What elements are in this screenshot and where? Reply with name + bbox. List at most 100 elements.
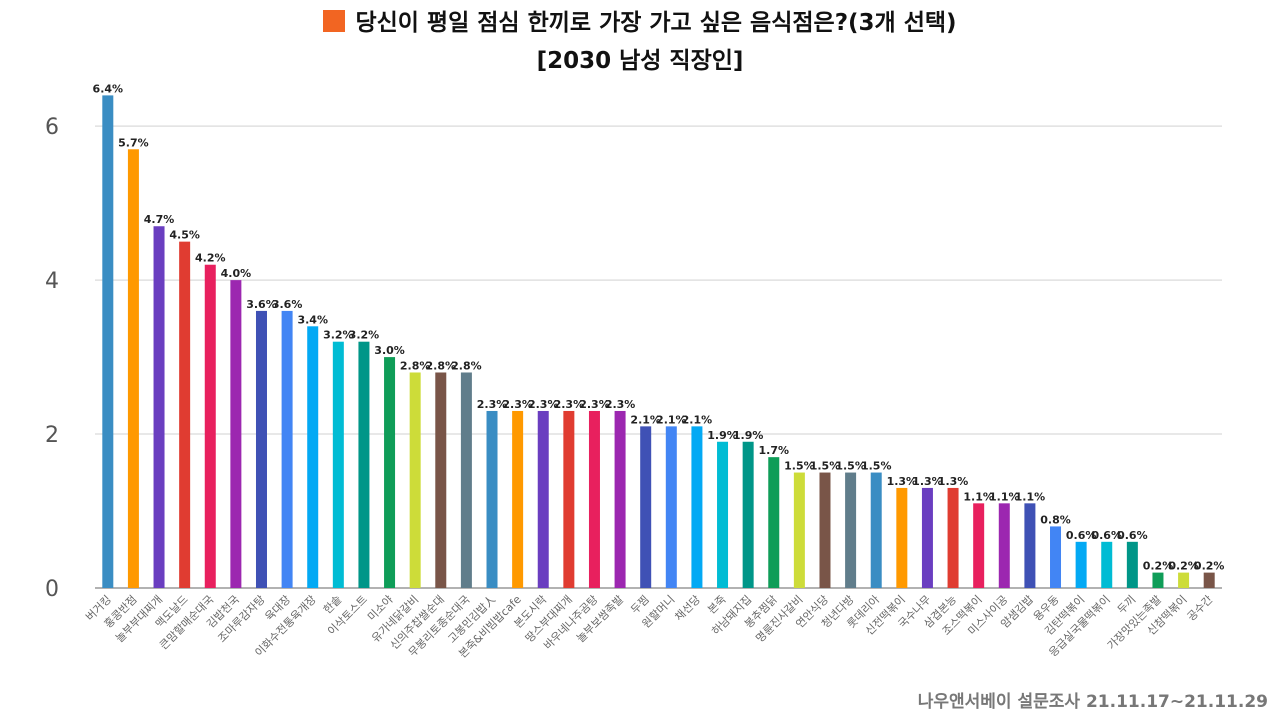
- y-tick-label: 6: [45, 115, 59, 140]
- data-label: 2.3%: [554, 398, 585, 411]
- data-label: 0.6%: [1091, 529, 1122, 542]
- data-label: 1.5%: [784, 460, 815, 473]
- data-label: 2.3%: [528, 398, 559, 411]
- data-label: 0.6%: [1066, 529, 1097, 542]
- bar: [307, 326, 319, 588]
- data-label: 2.1%: [682, 413, 713, 426]
- bar: [537, 410, 549, 588]
- data-label: 0.2%: [1194, 560, 1225, 573]
- bar: [409, 372, 421, 588]
- bar: [588, 410, 600, 588]
- bar: [870, 472, 882, 588]
- data-label: 1.1%: [989, 490, 1020, 503]
- x-tick-label: 채선당: [672, 593, 703, 624]
- data-label: 1.9%: [733, 429, 764, 442]
- data-label: 2.8%: [451, 359, 482, 372]
- bar: [460, 372, 472, 588]
- bar: [819, 472, 831, 588]
- chart-header: 당신이 평일 점심 한끼로 가장 가고 싶은 음식점은?(3개 선택) [203…: [0, 6, 1280, 78]
- data-label: 2.3%: [502, 398, 533, 411]
- data-label: 2.8%: [426, 359, 457, 372]
- data-label: 2.3%: [477, 398, 508, 411]
- bar: [435, 372, 447, 588]
- y-tick-label: 2: [45, 423, 59, 448]
- data-label: 5.7%: [118, 136, 149, 149]
- chart-title: 당신이 평일 점심 한끼로 가장 가고 싶은 음식점은?(3개 선택): [355, 10, 957, 36]
- data-label: 2.1%: [656, 413, 687, 426]
- data-label: 1.5%: [835, 460, 866, 473]
- bar: [1152, 572, 1164, 588]
- data-label: 1.7%: [759, 444, 790, 457]
- data-label: 1.1%: [1015, 490, 1046, 503]
- bar: [486, 410, 498, 588]
- bar: [614, 410, 626, 588]
- bar: [1075, 541, 1087, 588]
- bar: [742, 441, 754, 588]
- data-label: 0.2%: [1168, 560, 1199, 573]
- data-label: 4.5%: [169, 229, 200, 242]
- data-label: 6.4%: [93, 82, 124, 95]
- bar: [281, 310, 293, 588]
- x-tick-label: 공수간: [1185, 593, 1216, 624]
- bar: [127, 149, 139, 589]
- data-label: 1.3%: [887, 475, 918, 488]
- chart-title-row: 당신이 평일 점심 한끼로 가장 가고 싶은 음식점은?(3개 선택): [0, 6, 1280, 40]
- bar: [1178, 572, 1190, 588]
- y-tick-label: 0: [45, 577, 59, 602]
- bar: [717, 441, 729, 588]
- data-label: 4.2%: [195, 252, 226, 265]
- bar: [204, 264, 216, 588]
- data-label: 0.8%: [1040, 513, 1071, 526]
- bar: [845, 472, 857, 588]
- data-label: 3.0%: [374, 344, 405, 357]
- data-label: 2.8%: [400, 359, 431, 372]
- data-label: 0.6%: [1117, 529, 1148, 542]
- bar: [921, 487, 933, 588]
- bar: [230, 280, 242, 588]
- data-label: 4.7%: [144, 213, 175, 226]
- bar: [640, 426, 652, 588]
- data-label: 1.9%: [707, 429, 738, 442]
- y-tick-label: 4: [45, 269, 59, 294]
- data-label: 2.3%: [579, 398, 610, 411]
- bar: [896, 487, 908, 588]
- bar: [153, 226, 165, 588]
- bar: [332, 341, 344, 588]
- bar: [1024, 503, 1036, 588]
- data-label: 3.4%: [297, 313, 328, 326]
- data-label: 3.6%: [246, 298, 277, 311]
- bar: [384, 357, 396, 588]
- bar: [665, 426, 677, 588]
- data-label: 1.5%: [861, 460, 892, 473]
- data-label: 3.6%: [272, 298, 303, 311]
- bar: [973, 503, 985, 588]
- data-label: 1.5%: [810, 460, 841, 473]
- data-label: 1.3%: [912, 475, 943, 488]
- bar: [563, 410, 575, 588]
- data-label: 1.3%: [938, 475, 969, 488]
- data-label: 1.1%: [963, 490, 994, 503]
- bar: [1203, 572, 1215, 588]
- data-label: 4.0%: [221, 267, 252, 280]
- source-note: 나우앤서베이 설문조사 21.11.17~21.11.29: [917, 692, 1268, 712]
- bar: [768, 457, 780, 588]
- bar: [102, 95, 114, 589]
- bar: [358, 341, 370, 588]
- bar: [947, 487, 959, 588]
- data-label: 2.1%: [630, 413, 661, 426]
- bar: [998, 503, 1010, 588]
- bar: [1101, 541, 1113, 588]
- bar: [691, 426, 703, 588]
- chart-subtitle: [2030 남성 직장인]: [536, 48, 744, 74]
- data-label: 0.2%: [1143, 560, 1174, 573]
- bar: [1126, 541, 1138, 588]
- title-square-icon: [323, 10, 346, 32]
- bar: [255, 310, 267, 588]
- data-label: 3.2%: [349, 329, 380, 342]
- bar: [1050, 526, 1062, 588]
- bar: [179, 241, 191, 589]
- data-label: 2.3%: [605, 398, 636, 411]
- data-label: 3.2%: [323, 329, 354, 342]
- bar: [793, 472, 805, 588]
